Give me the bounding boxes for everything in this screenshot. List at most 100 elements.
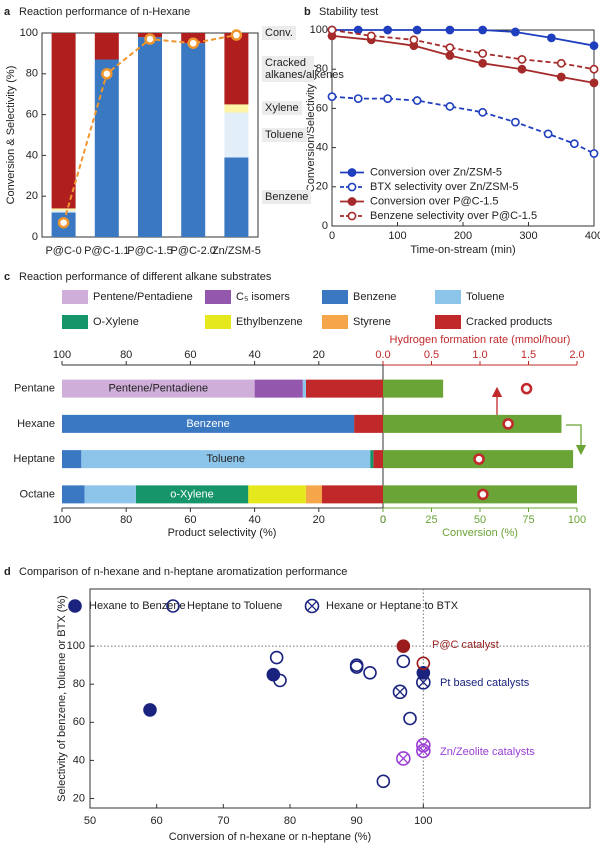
y-tick-label: 20 [73,792,85,804]
series-label: Toluene [262,128,307,142]
series-marker [445,43,455,53]
bar-segment [322,485,383,504]
x-tick-label: Zn/ZSM-5 [212,245,261,257]
y-tick-label: 80 [73,678,85,690]
bar-segment [254,379,303,398]
x-tick-label: 80 [284,815,296,827]
point-cross [394,686,406,697]
point-cross [306,600,318,612]
x-tick-label: 70 [217,815,229,827]
chart-title: Comparison of n-hexane and n-heptane aro… [19,566,347,578]
x-tick-label: 100 [414,815,432,827]
legend-swatch [205,315,231,329]
bar-segment [84,485,136,504]
y-tick-label: 60 [26,109,38,121]
bar-segment [305,379,383,398]
x-tick-label: 400 [585,230,600,242]
x-tick-label: 80 [120,514,132,526]
bar-segment [248,485,306,504]
panel-label: b [304,6,311,18]
x-tick-label: 20 [313,514,325,526]
legend-marker [166,599,180,613]
bar-segment [181,43,206,238]
y-tick-label: 80 [316,63,328,75]
x3-tick-label: 1.0 [472,349,487,361]
bar-label: o-Xylene [170,488,213,500]
y-tick-label: 20 [26,190,38,202]
category-label: Heptane [13,453,55,465]
x-tick-label: P@C-1.5 [127,245,172,257]
hydrogen-marker [502,418,514,430]
legend-label: O-Xylene [93,316,139,328]
y-tick-label: 100 [20,27,38,39]
x-tick-label: 40 [248,349,260,361]
series-marker [412,96,422,105]
x-tick-label: 100 [53,514,71,526]
series-marker [412,25,422,35]
series-marker [478,58,488,68]
series-line [331,95,595,155]
data-point [416,675,431,690]
bar-label: Benzene [186,418,229,430]
legend-label: Hexane to Benzene [89,600,186,612]
bar-segment [62,485,85,504]
x2-tick-label: 100 [568,514,586,526]
x-tick-label: 90 [351,815,363,827]
series-label: Cracked alkanes/alkenes [262,55,344,82]
panel-label: c [4,271,10,283]
data-point [416,743,431,759]
category-label: Hexane [17,418,55,430]
series-marker [517,55,527,64]
bar-label: Pentene/Pentadiene [108,383,208,395]
series-marker [589,41,599,51]
legend-swatch [62,290,88,304]
y-tick-label: 80 [26,68,38,80]
data-point [363,665,377,680]
bar-segment [224,112,249,158]
legend-swatch [62,315,88,329]
data-point [396,639,411,653]
conversion-marker [187,37,199,49]
x-tick-label: P@C-2.0 [170,245,215,257]
x2-tick-label: 0 [380,514,386,526]
x-tick-label: 60 [151,815,163,827]
bar-segment [138,37,162,237]
x-axis-label: Conversion of n-hexane or n-heptane (%) [169,831,371,843]
legend-swatch [435,290,461,304]
data-point [273,673,287,688]
panel-label: a [4,6,11,18]
series-label: Conv. [262,26,296,41]
bar-segment [305,485,323,504]
legend-swatch [205,290,231,304]
legend-label: Conversion over Zn/ZSM-5 [370,166,502,178]
legend-label: Ethylbenzene [236,316,303,328]
annotation: Pt based catalysts [440,677,530,689]
conversion-bar [383,379,444,398]
chart-title: Reaction performance of n-Hexane [19,6,190,18]
bar-segment [62,379,255,398]
y-tick-label: 40 [316,142,328,154]
annotation-arrow [566,424,587,456]
series-marker [517,64,527,74]
data-point [349,658,364,672]
series-marker [556,72,566,82]
bar-segment [62,414,355,433]
series-marker [409,35,419,45]
annotation: P@C catalyst [432,639,499,651]
x-tick-label: 60 [184,514,196,526]
legend-label: Benzene selectivity over P@C-1.5 [370,210,537,222]
hydrogen-marker [477,488,489,501]
y-tick-label: 0 [32,231,38,243]
y-axis-label: Conversion/Selectivity (%) [305,64,317,192]
x-tick-label: 50 [84,815,96,827]
chart-title: Stability test [319,6,378,18]
x-tick-label: 40 [248,514,260,526]
point-cross [398,753,409,764]
y-tick-label: 60 [316,102,328,114]
series-line [331,34,595,84]
bar-segment [81,450,371,469]
bar-segment [51,33,76,209]
legend-marker [347,182,357,192]
conversion-bar [383,414,562,433]
